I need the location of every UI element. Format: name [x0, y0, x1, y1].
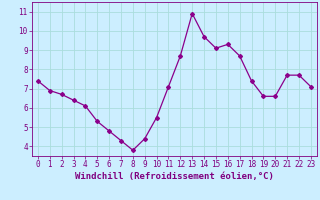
X-axis label: Windchill (Refroidissement éolien,°C): Windchill (Refroidissement éolien,°C) [75, 172, 274, 181]
